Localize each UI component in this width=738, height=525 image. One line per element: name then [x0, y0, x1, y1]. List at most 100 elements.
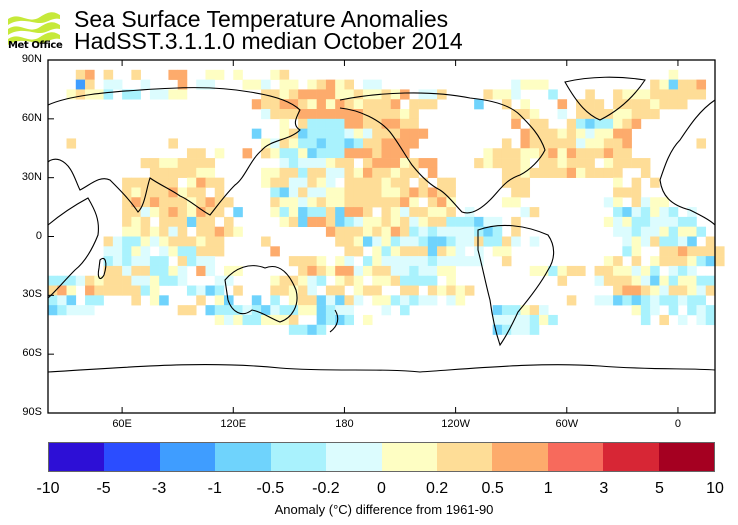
anomaly-cell	[214, 226, 225, 237]
anomaly-cell	[353, 99, 364, 110]
anomaly-cell	[400, 109, 410, 120]
anomaly-cell	[94, 285, 104, 296]
anomaly-cell	[631, 236, 642, 247]
anomaly-cell	[603, 256, 614, 267]
anomaly-cell	[640, 226, 651, 237]
anomaly-cell	[335, 99, 345, 110]
chart-subtitle: HadSST.3.1.1.0 median October 2014	[74, 28, 463, 54]
anomaly-cell	[316, 265, 327, 277]
anomaly-cell	[168, 167, 178, 178]
anomaly-cell	[446, 285, 456, 296]
anomaly-cell	[353, 109, 364, 120]
anomaly-cell	[409, 285, 419, 296]
anomaly-cell	[418, 158, 429, 169]
anomaly-cell	[400, 295, 410, 306]
anomaly-cell	[696, 305, 707, 316]
anomaly-cell	[529, 236, 540, 247]
coastlines	[47, 76, 716, 373]
anomaly-cell	[122, 275, 132, 286]
met-office-logo-icon	[8, 12, 60, 45]
colorbar-tick-label: 0.5	[481, 480, 504, 497]
anomaly-cell	[557, 158, 568, 169]
anomaly-cell	[233, 314, 243, 326]
anomaly-cell	[307, 109, 317, 120]
colorbar-segment	[492, 443, 548, 471]
anomaly-cell	[548, 148, 558, 159]
anomaly-cell	[576, 138, 586, 149]
anomaly-cell	[427, 187, 438, 198]
anomaly-cell	[437, 256, 447, 267]
anomaly-cell	[362, 118, 373, 129]
anomaly-cell	[548, 265, 558, 277]
anomaly-cell	[622, 158, 632, 169]
anomaly-cell	[631, 216, 642, 227]
anomaly-cell	[325, 226, 336, 237]
anomaly-cell	[316, 128, 327, 139]
anomaly-cell	[353, 187, 364, 198]
anomaly-cell	[668, 207, 679, 218]
anomaly-cell	[455, 236, 466, 247]
anomaly-cell	[372, 236, 382, 247]
anomaly-cell	[520, 167, 531, 178]
anomaly-cell	[288, 99, 299, 110]
coastline-greenland	[564, 76, 646, 121]
anomaly-cell	[362, 79, 373, 90]
anomaly-cell	[288, 158, 299, 169]
anomaly-cell	[335, 128, 345, 139]
anomaly-cell	[186, 158, 197, 169]
anomaly-cell	[288, 148, 299, 159]
anomaly-cell	[520, 148, 531, 159]
anomaly-cell	[585, 128, 595, 139]
anomaly-cell	[705, 256, 716, 267]
anomaly-cell	[677, 314, 688, 326]
anomaly-cell	[659, 216, 669, 227]
anomaly-cell	[362, 99, 373, 110]
anomaly-cell	[400, 207, 410, 218]
anomaly-cell	[409, 167, 419, 178]
lat-tick-label: 90S	[22, 406, 42, 418]
anomaly-cell	[390, 226, 401, 237]
anomaly-cell	[613, 109, 623, 120]
anomaly-cell	[566, 138, 577, 149]
anomaly-cell	[566, 167, 577, 178]
anomaly-cell	[640, 109, 651, 120]
anomaly-cell	[325, 79, 336, 90]
anomaly-cell	[196, 216, 206, 227]
anomaly-cell	[613, 207, 623, 218]
anomaly-cell	[362, 236, 373, 247]
anomaly-cell	[270, 69, 280, 80]
anomaly-cell	[251, 305, 262, 316]
anomaly-cell	[576, 158, 586, 169]
anomaly-cell	[140, 207, 151, 218]
anomaly-cell	[205, 79, 216, 90]
anomaly-cell	[418, 265, 429, 277]
anomaly-cell	[353, 275, 364, 286]
anomaly-cell	[677, 275, 688, 286]
anomaly-cell	[196, 207, 206, 218]
anomaly-cell	[140, 275, 151, 286]
anomaly-cell	[242, 79, 253, 90]
anomaly-cell	[557, 275, 568, 286]
anomaly-cell	[298, 265, 308, 277]
anomaly-cell	[538, 305, 549, 316]
anomaly-cell	[390, 128, 401, 139]
anomaly-cell	[344, 99, 354, 110]
chart-title: Sea Surface Temperature Anomalies	[74, 6, 449, 32]
anomaly-cell	[390, 118, 401, 129]
anomaly-cell	[381, 226, 392, 237]
anomaly-cell	[335, 285, 345, 296]
anomaly-cell	[140, 246, 151, 257]
anomaly-cell	[400, 177, 410, 188]
anomaly-cell	[390, 265, 401, 277]
anomaly-cell	[103, 236, 114, 247]
anomaly-cell	[122, 187, 132, 198]
anomaly-cell	[279, 158, 290, 169]
anomaly-cell	[316, 314, 327, 326]
anomaly-cell	[362, 177, 373, 188]
anomaly-cell	[650, 305, 660, 316]
anomaly-cell	[159, 226, 169, 237]
anomaly-cell	[446, 256, 456, 267]
anomaly-cell	[427, 197, 438, 208]
anomaly-cell	[483, 216, 493, 227]
anomaly-cell	[520, 79, 531, 90]
